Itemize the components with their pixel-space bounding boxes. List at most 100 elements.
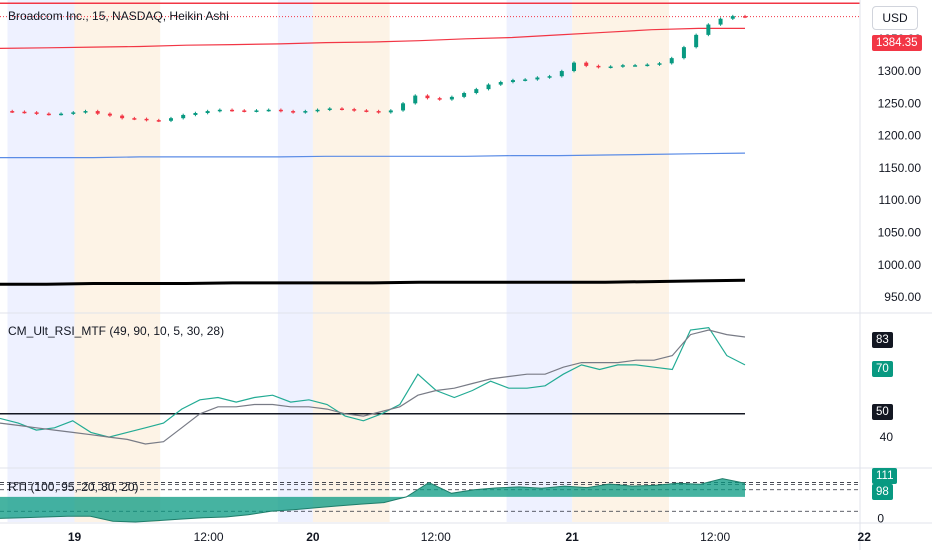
candle-body (584, 62, 589, 66)
candle-body (278, 109, 283, 112)
candle-body (83, 111, 88, 113)
candle-body (559, 71, 564, 77)
rti-green-tag: 98 (872, 484, 893, 500)
price-axis-tick: 1000.00 (878, 258, 922, 272)
rti-pane (0, 478, 860, 523)
candle-body (620, 65, 625, 67)
session-band (7, 0, 75, 522)
candle-body (327, 108, 332, 110)
candle-body (217, 109, 222, 112)
candle-body (22, 111, 27, 114)
time-axis-tick: 22 (858, 530, 872, 544)
price-axis-tick: 1050.00 (878, 226, 922, 240)
candle-body (193, 113, 198, 115)
moving-average-line (0, 278, 746, 286)
moving-average-line (0, 152, 746, 159)
time-axis-tick: 20 (306, 530, 320, 544)
candle-body (132, 118, 137, 120)
price-axis-tick: 1300.00 (878, 64, 922, 78)
session-band (506, 0, 573, 522)
rsi-indicator-title[interactable]: CM_Ult_RSI_MTF (49, 90, 10, 5, 30, 28) (8, 324, 225, 338)
session-band (572, 0, 670, 522)
candle-body (694, 34, 699, 48)
price-axis-tick: 1200.00 (878, 129, 922, 143)
rsi-gray-tag: 83 (872, 332, 893, 348)
price-pane (0, 2, 860, 286)
candle-body (596, 65, 601, 68)
candle-body (181, 114, 186, 119)
candle-body (10, 111, 15, 113)
moving-average-line (0, 27, 745, 49)
candle-body (486, 84, 491, 90)
candle-body (645, 64, 650, 67)
candle-body (608, 66, 613, 69)
candle-body (730, 16, 735, 19)
rsi-pane (0, 326, 746, 445)
chart-title: Broadcom Inc., 15, NASDAQ, Heikin Ashi (8, 9, 229, 23)
candle-body (572, 62, 577, 72)
candle-body (291, 111, 296, 113)
price-axis-tick: 950.00 (884, 290, 921, 304)
rsi-series-line (0, 329, 746, 445)
rsi-level-tag: 50 (872, 404, 893, 420)
rsi-axis-tick: 40 (880, 430, 894, 444)
candle-body (168, 118, 173, 121)
rti-indicator-title[interactable]: RTI (100, 95, 20, 80, 20) (8, 480, 139, 494)
session-band (277, 0, 313, 522)
candle-body (413, 95, 418, 104)
candle-body (462, 93, 467, 97)
rti-area (0, 478, 745, 522)
currency-button[interactable]: USD (872, 6, 918, 30)
candle-body (34, 112, 39, 114)
time-axis-tick: 12:00 (194, 530, 224, 544)
candle-body (401, 103, 406, 111)
candle-body (303, 111, 308, 113)
candle-body (535, 77, 540, 80)
candle-body (46, 113, 51, 116)
session-band (312, 0, 390, 522)
price-axis-tick: 1100.00 (879, 193, 922, 207)
candle-body (474, 89, 479, 93)
candle-body (510, 80, 515, 83)
candle-body (706, 24, 711, 35)
candle-body (523, 79, 528, 81)
candle-body (107, 113, 112, 116)
candle-body (71, 112, 76, 114)
candle-body (669, 58, 674, 64)
candle-body (718, 18, 723, 25)
candle-body (266, 109, 271, 112)
candle-body (681, 47, 686, 59)
candle-body (364, 110, 369, 112)
candle-body (425, 95, 430, 99)
candle-body (156, 120, 161, 122)
rti-axis-tick: 0 (877, 511, 884, 525)
time-axis-tick: 21 (565, 530, 579, 544)
time-axis-tick: 19 (68, 530, 82, 544)
candle-body (144, 118, 149, 121)
last-price-tag: 1384.35 (872, 35, 922, 51)
candle-body (633, 65, 638, 67)
candle-body (352, 109, 357, 111)
rsi-green-tag: 70 (872, 361, 893, 377)
rsi-series-line (0, 326, 746, 438)
candle-body (388, 110, 393, 113)
rti-line (0, 478, 746, 523)
candle-body (449, 96, 454, 100)
candle-body (315, 109, 320, 112)
candle-body (254, 110, 259, 112)
candle-body (437, 98, 442, 100)
candle-body (230, 109, 235, 112)
candle-body (242, 110, 247, 112)
candle-body (205, 111, 210, 114)
candle-body (339, 108, 344, 110)
rti-top-tag: 111 (872, 468, 898, 484)
candle-body (743, 16, 747, 18)
price-axis-tick: 1250.00 (878, 96, 922, 110)
candle-body (498, 82, 503, 85)
candle-body (547, 76, 552, 78)
candle-body (657, 63, 662, 65)
candle-body (59, 113, 64, 116)
session-backgrounds (7, 0, 670, 522)
candle-body (95, 111, 100, 114)
